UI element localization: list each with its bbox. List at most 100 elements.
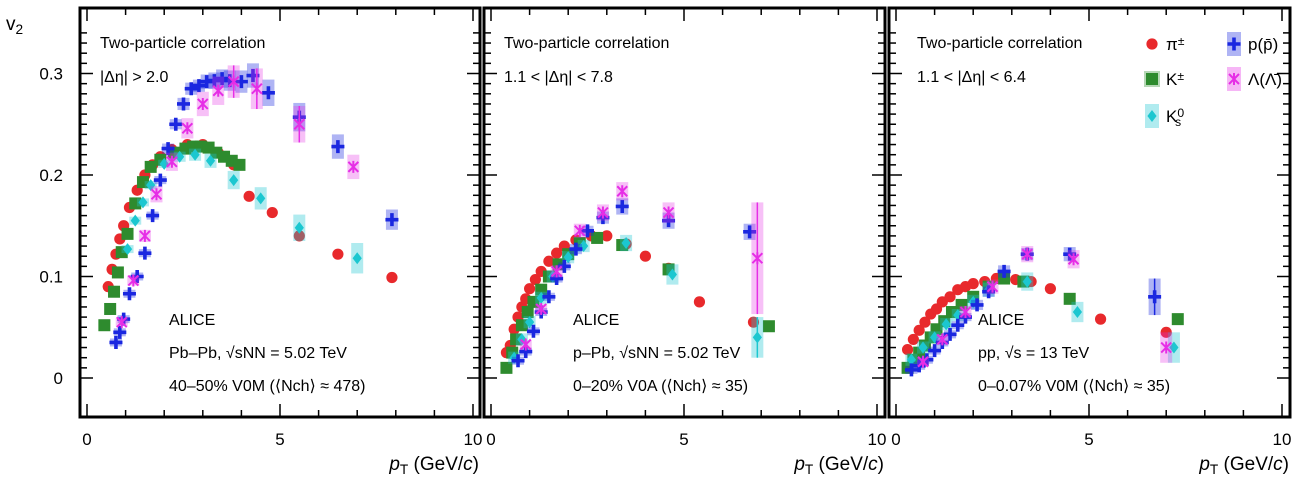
panel-1-k0-point-2: [138, 196, 148, 209]
legend-label-p: p(p̄): [1248, 35, 1278, 54]
panel-3-k0-point-7: [1022, 275, 1032, 288]
panel-1-lam-point-10: [293, 118, 306, 131]
panel-1-k0-point-10: [294, 221, 304, 234]
panel-3-p-point-5: [943, 327, 957, 341]
panel-3-xtick-label: 10: [1273, 430, 1292, 449]
panel-1-lam-point-4: [166, 155, 178, 168]
panel-2-k-point-4: [521, 306, 534, 319]
panel-1-pi-point-15: [243, 190, 255, 202]
panel-2-k0-point-5: [563, 251, 573, 264]
panel-2-centrality: 0–20% V0A (⟨Nch⟩ ≈ 35): [573, 378, 748, 395]
panel-2-k-point-6: [535, 283, 548, 296]
panel-1-lam-point-8: [227, 75, 240, 88]
panel-1-p-point-19: [261, 86, 275, 100]
panel-3-k-point-11: [998, 272, 1011, 285]
panel-1-series-k0: [121, 148, 364, 274]
panel-2-pi-point-10: [551, 247, 563, 259]
panel-1-lam-point-3: [150, 188, 163, 201]
panel-1-p-point-21: [331, 140, 345, 154]
panel-1-xlabel-part: T: [400, 462, 409, 477]
panel-2-system: p–Pb, √sNN = 5.02 TeV: [573, 345, 741, 362]
panel-3-k0-point-2: [930, 331, 940, 344]
panel-1-header: Two-particle correlation: [100, 35, 265, 52]
panel-2-xlabel-part: ): [878, 454, 884, 475]
panel-2-series-p: [511, 198, 757, 368]
panel-1-p-point-17: [234, 75, 248, 89]
panel-3-k0-point-3: [941, 318, 951, 331]
legend-label-lam-part: Λ(Λ̄): [1248, 70, 1282, 89]
legend-lam-point-0: [1228, 73, 1240, 85]
panel-2-xlabel-part: (GeV/: [813, 454, 869, 475]
panel-1-xtick-label: 5: [275, 430, 284, 449]
panel-2-pi-point-9: [543, 255, 555, 267]
panel-1-k0-point-9: [256, 192, 266, 205]
panel-2-lam-point-6: [662, 206, 675, 219]
panel-1-k-point-0: [98, 319, 111, 332]
panel-2-pi-point-16: [639, 250, 652, 262]
panel-1-xlabel: pT (GeV/c): [388, 454, 479, 477]
panel-1-p-point-0: [109, 335, 123, 349]
panel-1-xlabel-part: c: [463, 454, 473, 475]
panel-1-k-point-8: [144, 160, 157, 173]
panel-1-pi-point-16: [266, 206, 278, 219]
panel-2-xtick-label: 0: [486, 430, 495, 449]
panel-1-xlabel-part: (GeV/: [408, 454, 464, 475]
y-tick-labels: 0 0.1 0.2 0.3: [39, 65, 63, 389]
panel-2-p-point-4: [542, 290, 556, 304]
panel-3-pi-point-15: [1044, 283, 1056, 295]
panel-2-k0-point-3: [536, 291, 546, 304]
panel-2-pi-point-19: [747, 316, 760, 328]
panel-3-k0-point-9: [1169, 341, 1179, 354]
legend-label-lam: Λ(Λ̄): [1248, 70, 1282, 89]
panel-3-experiment: ALICE: [978, 312, 1024, 329]
panel-2-pi-point-18: [693, 296, 706, 308]
panel-1-lam-point-11: [347, 160, 360, 173]
panel-1-experiment: ALICE: [169, 312, 215, 329]
panel-1-k0-point-6: [190, 148, 200, 161]
legend-label-k0: K0 s: [1166, 106, 1184, 129]
y-axis-label-part: v: [6, 14, 16, 35]
panel-1-lam-point-6: [197, 97, 209, 110]
panel-3-header: Two-particle correlation: [917, 35, 1082, 52]
panel-3-p-point-0: [904, 363, 918, 377]
panel-2-lam-point-7: [751, 252, 764, 265]
ytick-label: 0.3: [39, 65, 63, 84]
panel-2-k0-point-8: [667, 268, 678, 281]
panel-2-series-k0: [508, 234, 764, 364]
legend-k-point-0: [1146, 73, 1158, 85]
panel-1-k0-point-7: [205, 154, 216, 167]
panel-2-xlabel-part: c: [868, 454, 878, 475]
panel-2-k0-point-9: [752, 331, 762, 344]
legend-label-k0-part: K: [1166, 107, 1178, 126]
panel-2-xlabel-part: p: [793, 454, 805, 475]
panel-1-k0-point-3: [146, 179, 156, 192]
panel-1-ticks: [80, 8, 480, 417]
panel-3-series-lam: [917, 246, 1173, 368]
panel-1-k0-point-0: [122, 243, 133, 256]
panel-1-k-point-2: [108, 285, 121, 298]
panel-3: 0 5 10 Two-particle correlation 1.1 < |Δη| <…: [887, 6, 1292, 477]
panel-1-k0-point-5: [175, 150, 185, 163]
panel-3-p-point-8: [970, 298, 984, 312]
panel-3-xlabel: pT (GeV/c): [1198, 454, 1289, 477]
panel-2-p-point-2: [526, 324, 540, 338]
panel-1-k-point-7: [136, 176, 149, 189]
panel-3-p-point-3: [928, 344, 942, 358]
y-axis-label-part: 2: [16, 22, 24, 37]
legend-p-point-0: [1227, 37, 1241, 51]
panel-1-system: Pb–Pb, √sNN = 5.02 TeV: [169, 345, 347, 362]
y-axis-label: v2: [6, 14, 23, 37]
panel-2-p-point-0: [511, 354, 525, 368]
panel-2-k0-point-6: [579, 240, 589, 253]
panel-1-p-point-11: [184, 82, 198, 96]
panel-1-xtick-label: 0: [82, 430, 91, 449]
panel-2-xtick-label: 10: [868, 430, 887, 449]
panel-2-k-point-3: [515, 319, 528, 332]
panel-3-pi-point-0: [901, 343, 914, 356]
panel-3-k-point-13: [1063, 292, 1076, 305]
panel-2-k0-point-2: [525, 316, 535, 329]
panel-1-lam-point-2: [139, 229, 151, 242]
panel-1-xlabel-part: p: [388, 454, 400, 475]
ytick-label: 0: [54, 369, 63, 388]
panel-1-xlabel-part: ): [473, 454, 479, 475]
